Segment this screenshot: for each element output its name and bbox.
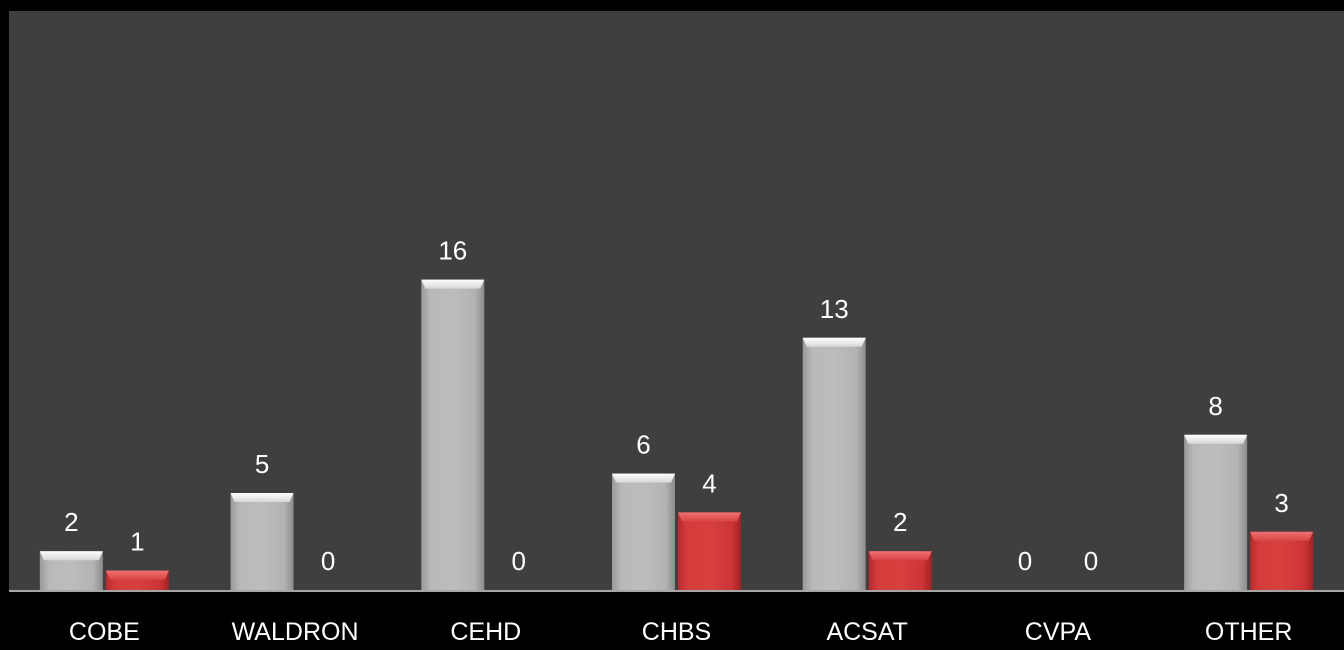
bars	[39, 279, 1314, 590]
data-label-cehd-series-1: 16	[438, 236, 467, 266]
bar-waldron-series-1	[230, 493, 294, 590]
data-label-other-series-1: 8	[1208, 391, 1222, 421]
bar-chbs-series-2	[678, 512, 741, 590]
data-label-acsat-series-2: 2	[893, 507, 907, 537]
data-label-acsat-series-1: 13	[820, 294, 849, 324]
data-label-cehd-series-2: 0	[512, 546, 526, 576]
x-tick-label-chbs: CHBS	[642, 618, 711, 645]
bar-cobe-series-1	[39, 551, 103, 590]
bar-cobe-series-2	[105, 570, 169, 590]
bar-chbs-series-1	[612, 473, 675, 590]
data-label-waldron-series-1: 5	[255, 449, 269, 479]
bar-other-series-2	[1250, 531, 1314, 590]
data-label-cobe-series-2: 1	[130, 527, 144, 557]
x-tick-label-cvpa: CVPA	[1025, 618, 1092, 645]
data-label-chbs-series-2: 4	[702, 468, 716, 498]
data-label-cobe-series-1: 2	[64, 507, 78, 537]
bar-acsat-series-2	[868, 551, 932, 590]
x-tick-label-waldron: WALDRON	[232, 618, 359, 645]
x-tick-label-other: OTHER	[1205, 618, 1293, 645]
bar-other-series-1	[1184, 434, 1248, 590]
data-label-waldron-series-2: 0	[321, 546, 335, 576]
x-tick-label-acsat: ACSAT	[826, 618, 908, 645]
bar-cehd-series-1	[421, 279, 485, 590]
data-labels: 2 1 5 0 16 0 6 4 13 2 0 0 8 3	[64, 236, 1289, 576]
data-label-cvpa-series-1: 0	[1018, 546, 1032, 576]
data-label-cvpa-series-2: 0	[1084, 546, 1098, 576]
plot-area	[9, 11, 1344, 591]
x-axis-tick-labels: COBE WALDRON CEHD CHBS ACSAT CVPA OTHER	[69, 618, 1293, 646]
x-tick-label-cehd: CEHD	[450, 618, 521, 645]
bar-acsat-series-1	[802, 337, 866, 590]
x-tick-label-cobe: COBE	[69, 618, 140, 645]
data-label-chbs-series-1: 6	[636, 430, 650, 460]
data-label-other-series-2: 3	[1274, 488, 1288, 518]
